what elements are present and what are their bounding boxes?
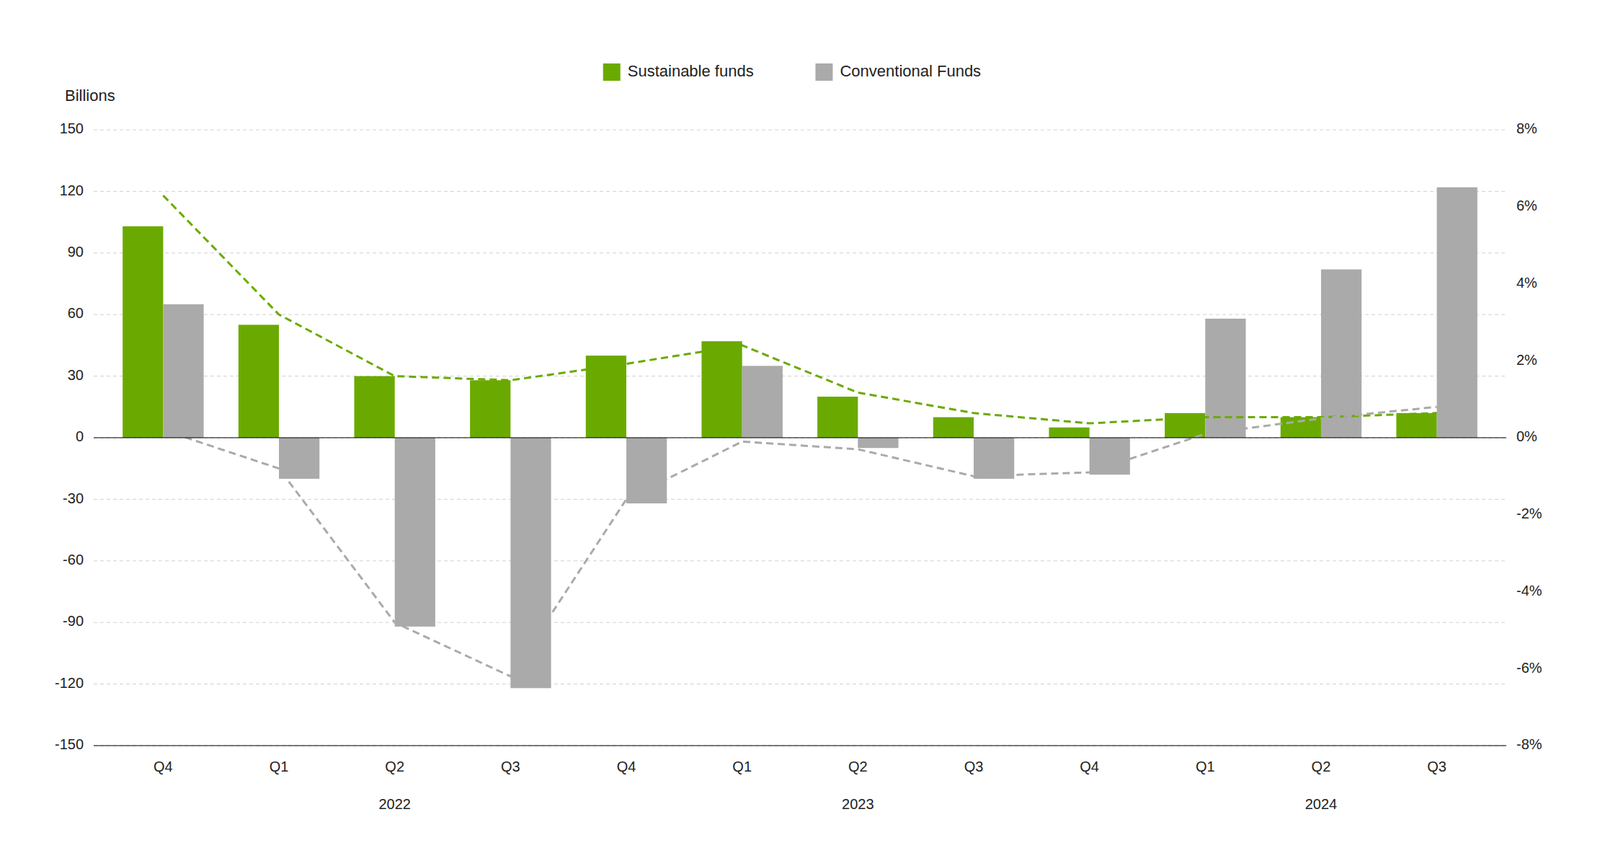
y-tick-label: -120 xyxy=(54,674,84,691)
legend-swatch xyxy=(815,63,833,81)
y2-tick-label: 6% xyxy=(1516,197,1538,214)
bar xyxy=(1164,412,1206,438)
y2-tick-label: 0% xyxy=(1516,428,1538,444)
x-axis-line xyxy=(93,744,1507,746)
grid-line xyxy=(93,683,1507,684)
grid-line xyxy=(93,252,1507,253)
chart: -150 -120 -90 -60 -30 0 30 60 90 120 150 -8% -6% -4% -… xyxy=(0,0,1600,861)
year-annotation: 2024 xyxy=(1305,795,1338,812)
y2-tick-label: -8% xyxy=(1516,735,1543,752)
bar xyxy=(817,396,858,438)
year-annotation: 2023 xyxy=(841,795,875,812)
y2-tick-label: 8% xyxy=(1516,120,1538,137)
grid-line xyxy=(93,560,1507,561)
bar xyxy=(742,365,783,438)
legend-label: Sustainable funds xyxy=(627,61,754,80)
bar xyxy=(1321,269,1362,438)
bar xyxy=(973,437,1015,479)
bar xyxy=(353,376,395,438)
x-tick-label: Q3 xyxy=(1427,758,1447,775)
grid-line xyxy=(93,745,1507,746)
x-tick-label: Q2 xyxy=(1311,758,1332,775)
bar xyxy=(238,324,279,438)
y2-tick-label: 4% xyxy=(1516,274,1538,291)
legend-label: Conventional Funds xyxy=(839,61,981,80)
x-tick-label: Q3 xyxy=(500,758,521,775)
grid-line xyxy=(93,129,1507,131)
bar xyxy=(626,437,667,504)
x-tick-label: Q1 xyxy=(269,758,290,775)
bar xyxy=(585,355,627,438)
bar xyxy=(1089,437,1131,475)
bar xyxy=(469,379,511,438)
grid-line xyxy=(93,437,1507,439)
bar xyxy=(1048,427,1090,438)
bar xyxy=(510,437,551,688)
bar xyxy=(278,437,320,479)
y-axis-label: Billions xyxy=(64,86,116,105)
x-tick-label: Q4 xyxy=(1079,758,1100,775)
bar xyxy=(1396,412,1437,438)
y2-tick-label: -6% xyxy=(1516,659,1543,676)
y-tick-label: 0 xyxy=(75,428,84,444)
y2-tick-label: 2% xyxy=(1516,351,1538,368)
y-tick-label: -90 xyxy=(62,612,84,629)
x-tick-label: Q4 xyxy=(616,758,637,775)
bar-series xyxy=(122,226,1437,438)
bar xyxy=(1437,187,1478,438)
y-tick-label: 120 xyxy=(59,182,84,199)
y-tick-label: 150 xyxy=(59,120,84,137)
bar xyxy=(933,417,974,438)
y2-tick-label: -2% xyxy=(1516,505,1543,522)
bar xyxy=(1205,318,1246,438)
x-tick-label: Q1 xyxy=(732,758,752,775)
bar xyxy=(162,304,204,438)
line xyxy=(162,406,1437,677)
grid-line xyxy=(93,314,1507,315)
y-tick-label: -60 xyxy=(62,551,84,568)
grid-line xyxy=(93,375,1507,377)
grid-line xyxy=(93,621,1507,623)
y2-tick-label: -4% xyxy=(1516,582,1543,599)
y-tick-label: 60 xyxy=(67,304,84,321)
bar xyxy=(122,226,163,438)
grid xyxy=(93,129,1507,746)
year-annotation: 2022 xyxy=(378,795,411,812)
bar xyxy=(394,437,436,627)
background xyxy=(0,0,1600,861)
zero-line xyxy=(93,436,1507,438)
y-tick-label: 30 xyxy=(67,366,84,383)
bar xyxy=(857,437,899,448)
y-tick-label: 90 xyxy=(67,243,84,260)
line xyxy=(162,195,1437,424)
y-tick-label: -150 xyxy=(54,735,84,752)
x-tick-label: Q2 xyxy=(848,758,868,775)
axes: -150 -120 -90 -60 -30 0 30 60 90 120 150 -8% -6% -4% -… xyxy=(54,120,1543,812)
y-tick-label: -30 xyxy=(62,490,84,506)
legend: Sustainable funds Conventional Funds xyxy=(603,61,981,81)
x-tick-label: Q4 xyxy=(153,758,173,775)
x-tick-label: Q3 xyxy=(964,758,984,775)
x-tick-label: Q1 xyxy=(1195,758,1216,775)
grid-line xyxy=(93,190,1507,192)
bar xyxy=(701,340,742,438)
grid-line xyxy=(93,498,1507,500)
legend-swatch xyxy=(603,63,621,81)
x-tick-label: Q2 xyxy=(384,758,405,775)
